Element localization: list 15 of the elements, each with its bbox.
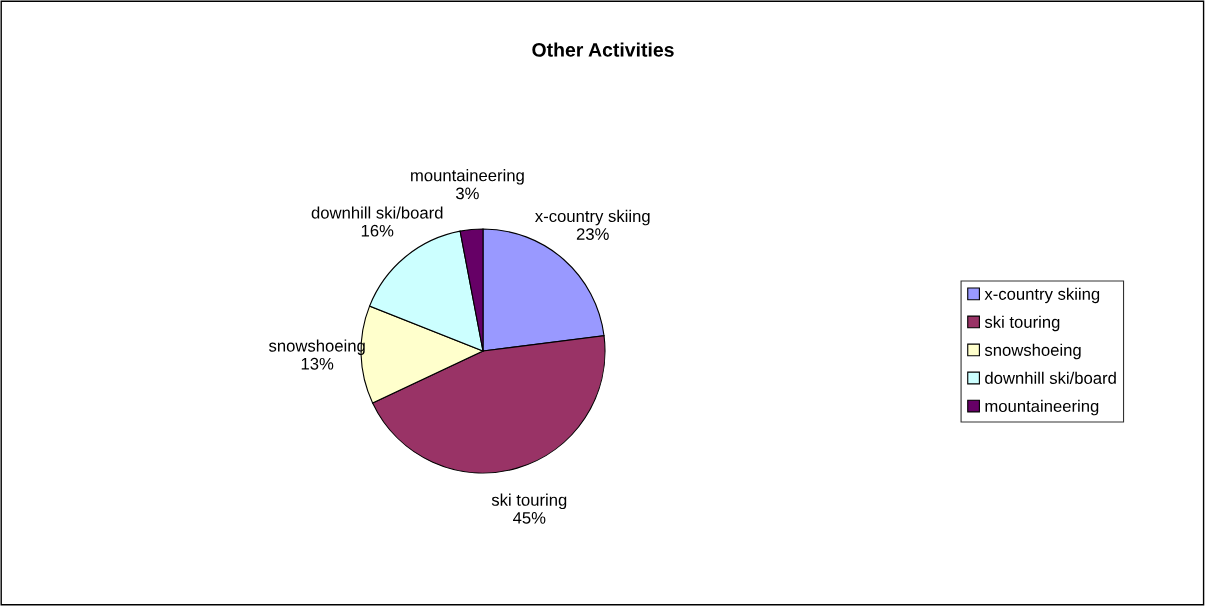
legend-label: x-country skiing [984, 287, 1100, 304]
data-label: 45% [512, 512, 546, 524]
data-label: 3% [455, 187, 479, 200]
legend-label: snowshoeing [984, 343, 1081, 360]
slice-label: downhill ski/board [311, 206, 443, 219]
legend-label: downhill ski/board [985, 371, 1116, 384]
slice-label: x-country skiing [535, 209, 650, 226]
legend-label: ski touring [984, 315, 1060, 332]
chart-title: Other Activities [532, 42, 674, 57]
data-label: 16% [361, 224, 394, 237]
slice-label: ski touring [491, 493, 567, 510]
data-label: 13% [301, 357, 334, 370]
legend-label: mountaineering [985, 399, 1099, 416]
data-label: 23% [576, 228, 609, 240]
slice-label: mountaineering [411, 169, 524, 185]
